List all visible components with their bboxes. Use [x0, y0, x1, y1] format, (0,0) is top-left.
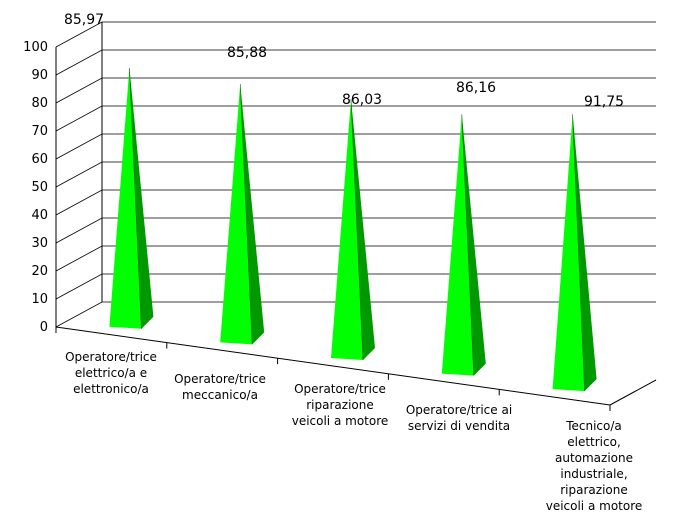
category-label-line: elettronico/a: [73, 382, 149, 396]
category-label-line: riparazione: [306, 398, 374, 412]
category-label: Operatore/trice meccanico/a: [174, 372, 266, 402]
bar-side-face: [240, 83, 265, 345]
category-label-line: servizi di vendita: [408, 419, 510, 433]
y-tick-label: 70: [31, 124, 48, 139]
bar-front-face: [331, 99, 363, 360]
bar-front-face: [552, 114, 585, 392]
bar-side-face: [572, 114, 597, 392]
x-axis-right-edge: [609, 379, 657, 406]
bar: [331, 99, 375, 360]
data-label: 86,03: [342, 92, 382, 108]
category-label-line: elettrico/a e: [75, 366, 147, 380]
bar-edge: [239, 83, 253, 345]
gridline: [55, 105, 656, 132]
category-labels: Operatore/trice elettrico/a e elettronico/…: [65, 350, 642, 513]
category-label-line: meccanico/a: [182, 388, 258, 402]
y-tick-label: 40: [31, 208, 48, 223]
category-label: Operatore/trice riparazione veicoli a moto…: [292, 382, 389, 428]
y-tick-label: 80: [31, 96, 48, 111]
y-tick-label: 50: [31, 180, 48, 195]
category-label: Operatore/trice ai servizi di vendita: [406, 403, 512, 433]
y-tick-label: 0: [40, 320, 48, 335]
data-label: 86,16: [456, 80, 496, 96]
bar-edge: [572, 114, 585, 392]
category-label-line: elettrico,: [567, 435, 621, 449]
category-label-line: Operatore/trice: [294, 382, 386, 396]
axes: [55, 22, 657, 411]
y-tick-label: 90: [31, 68, 48, 83]
category-label-line: Operatore/trice: [174, 372, 266, 386]
category-label-line: Operatore/trice ai: [406, 403, 512, 417]
bar-side-face: [129, 68, 154, 329]
category-label-line: Operatore/trice: [65, 350, 157, 364]
bar-edge: [350, 99, 364, 360]
pyramid-bars: [109, 68, 597, 392]
x-axis-front: [55, 326, 611, 406]
y-tick-label: 20: [31, 264, 48, 279]
category-label: Operatore/trice elettrico/a e elettronico/…: [65, 350, 157, 396]
y-tick-label: 30: [31, 236, 48, 251]
y-tick-label: 100: [23, 40, 48, 55]
category-label-line: veicoli a motore: [292, 414, 389, 428]
bar-front-face: [109, 68, 142, 329]
category-label-line: riparazione: [560, 483, 628, 497]
y-tick-labels: 0 10 20 30 40 50 60 70 80 90 100: [23, 40, 48, 335]
bar: [441, 114, 486, 376]
category-label-line: Tecnico/a: [565, 419, 622, 433]
data-labels: 85,97 85,88 86,03 86,16 91,75: [64, 12, 624, 110]
category-label: Tecnico/a elettrico, automazione industrial…: [546, 419, 643, 513]
y-tick-label: 10: [31, 292, 48, 307]
bar-front-face: [441, 114, 474, 376]
bar: [220, 83, 265, 345]
bar-front-face: [220, 83, 253, 345]
bar-edge: [129, 68, 142, 329]
bar-edge: [461, 114, 475, 376]
bar: [552, 114, 597, 392]
bar-side-face: [461, 114, 486, 376]
category-label-line: veicoli a motore: [546, 499, 643, 513]
data-label: 85,88: [227, 45, 267, 61]
data-label: 85,97: [64, 12, 104, 28]
bar: [109, 68, 154, 329]
category-label-line: industriale,: [560, 467, 627, 481]
gridline: [55, 49, 656, 76]
data-label: 91,75: [584, 94, 624, 110]
y-tick-label: 60: [31, 152, 48, 167]
gridline: [55, 21, 656, 48]
bar-side-face: [351, 99, 375, 360]
category-label-line: automazione: [555, 451, 633, 465]
